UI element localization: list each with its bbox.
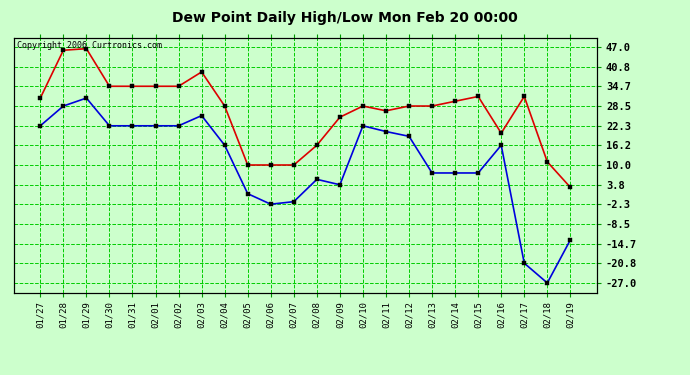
Text: Dew Point Daily High/Low Mon Feb 20 00:00: Dew Point Daily High/Low Mon Feb 20 00:0… bbox=[172, 11, 518, 25]
Text: Copyright 2006 Curtronics.com: Copyright 2006 Curtronics.com bbox=[17, 41, 161, 50]
